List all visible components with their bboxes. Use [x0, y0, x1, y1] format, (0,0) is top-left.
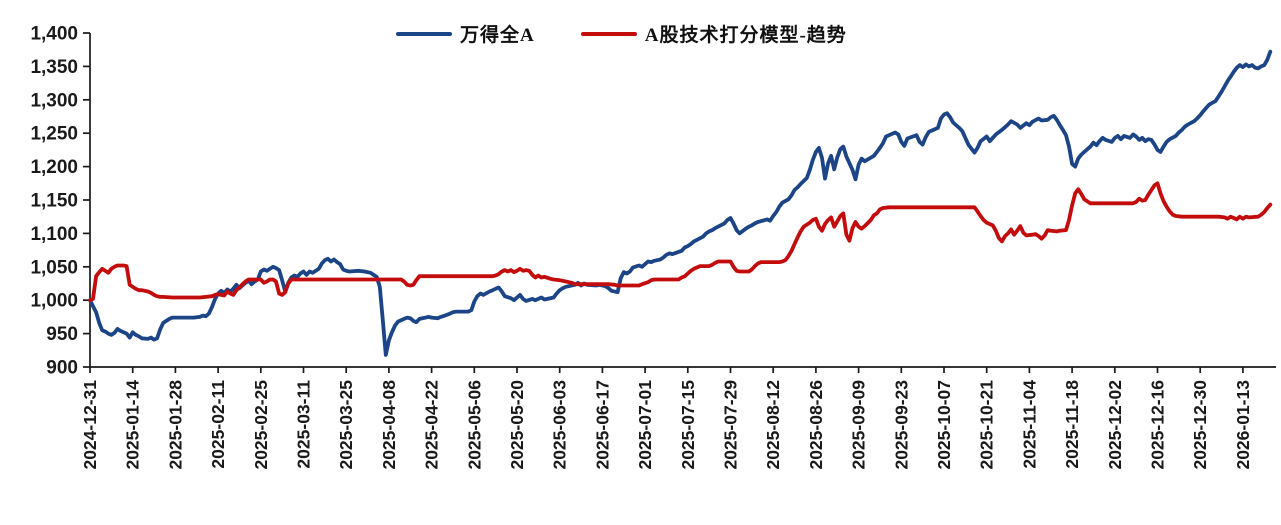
y-axis-tick-label: 1,400	[30, 24, 78, 45]
x-axis-tick-label: 2025-03-25	[336, 380, 356, 470]
x-axis-tick-label: 2025-08-12	[763, 380, 783, 470]
series-line-wind-all-a	[88, 49, 1273, 357]
y-axis-tick-label: 1,000	[30, 291, 78, 312]
x-axis-tick-label: 2025-09-23	[891, 380, 911, 470]
x-axis-tick-label: 2025-12-02	[1105, 380, 1125, 470]
legend-item-wind-all-a: 万得全A	[396, 20, 535, 47]
y-axis-tick-label: 1,200	[30, 157, 78, 178]
x-axis-tick-label: 2025-01-28	[165, 380, 185, 470]
x-axis-tick-label: 2025-10-07	[934, 380, 954, 470]
x-axis-tick-label: 2026-01-13	[1233, 380, 1253, 470]
y-axis-tick-label: 950	[46, 324, 78, 345]
y-axis-tick-label: 900	[46, 358, 78, 379]
x-axis-tick-label: 2025-07-01	[635, 380, 655, 470]
legend-label-model-trend: A股技术打分模型-趋势	[644, 25, 847, 46]
y-axis-tick-label: 1,300	[30, 90, 78, 111]
x-axis-tick-label: 2025-05-20	[507, 380, 527, 470]
x-axis-tick-label: 2025-12-30	[1190, 380, 1210, 470]
x-axis-tick-label: 2025-12-16	[1148, 380, 1168, 470]
legend-item-model-trend: A股技术打分模型-趋势	[580, 20, 847, 47]
y-axis-tick-label: 1,050	[30, 257, 78, 278]
blue-line-swatch-icon	[396, 31, 452, 36]
y-axis-tick-label: 1,250	[30, 124, 78, 145]
x-axis-tick-label: 2025-09-09	[849, 380, 869, 470]
x-axis-tick-label: 2025-04-08	[379, 380, 399, 470]
x-axis-tick-label: 2025-04-22	[422, 380, 442, 470]
x-axis-tick-label: 2025-03-11	[294, 380, 314, 469]
x-axis-tick-label: 2025-02-11	[208, 380, 228, 469]
x-axis-tick-label: 2025-10-21	[977, 380, 997, 470]
chart-legend: 万得全A A股技术打分模型-趋势	[396, 20, 847, 47]
y-axis-tick-label: 1,150	[30, 191, 78, 212]
y-axis-tick-label: 1,100	[30, 224, 78, 245]
x-axis-tick-label: 2025-02-25	[251, 380, 271, 470]
x-axis-tick-label: 2025-06-03	[550, 380, 570, 470]
x-axis-tick-label: 2024-12-31	[80, 380, 100, 470]
x-axis-tick-label: 2025-08-26	[806, 380, 826, 470]
x-axis-tick-label: 2025-07-29	[721, 380, 741, 470]
x-axis-tick-label: 2025-01-14	[123, 380, 143, 470]
x-axis-tick-label: 2025-06-17	[592, 380, 612, 470]
series-line-model-trend	[88, 181, 1273, 303]
x-axis-tick-label: 2025-07-15	[678, 380, 698, 470]
legend-label-wind-all-a: 万得全A	[460, 25, 535, 46]
y-axis-tick-label: 1,350	[30, 57, 78, 78]
x-axis-tick-label: 2025-11-18	[1062, 380, 1082, 469]
x-axis-tick-label: 2025-11-04	[1019, 380, 1039, 469]
x-axis-tick-label: 2025-05-06	[464, 380, 484, 470]
red-line-swatch-icon	[580, 31, 637, 36]
